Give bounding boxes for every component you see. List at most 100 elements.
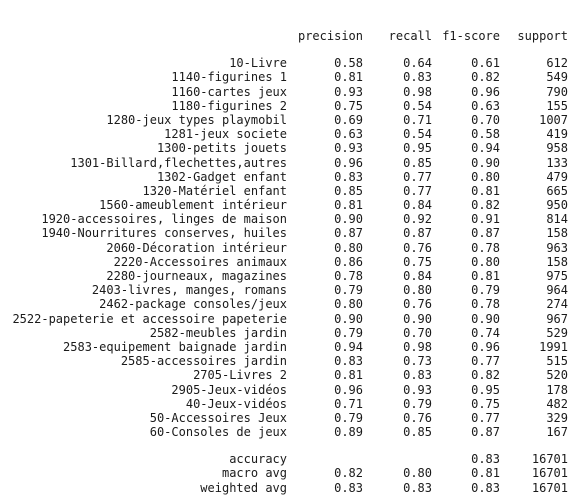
precision-value: 0.79 <box>334 325 363 340</box>
precision-value: 0.83 <box>334 169 363 184</box>
support-value: 665 <box>546 183 568 198</box>
f1-score-value: 0.78 <box>471 297 500 312</box>
f1-score-value: 0.91 <box>471 212 500 227</box>
spacer <box>0 439 587 452</box>
f1-score-value: 0.81 <box>471 269 500 283</box>
support-value: 950 <box>546 198 568 213</box>
class-row: 1920-accessoires, linges de maison 0.90 0.… <box>0 212 587 226</box>
f1-score-value: 0.83 <box>471 480 500 495</box>
recall-value: 0.76 <box>403 240 432 255</box>
class-row: 2705-Livres 2 0.81 0.83 0.82 520 <box>0 368 587 382</box>
recall-value: 0.84 <box>403 269 432 283</box>
recall-value: 0.73 <box>403 354 432 369</box>
f1-score-value: 0.95 <box>471 382 500 397</box>
precision-value: 0.58 <box>334 56 363 71</box>
precision-value: 0.85 <box>334 183 363 198</box>
class-row: 1180-figurines 2 0.75 0.54 0.63 155 <box>0 99 587 113</box>
precision-value: 0.96 <box>334 382 363 397</box>
precision-value: 0.81 <box>334 368 363 383</box>
precision-value: 0.96 <box>334 155 363 170</box>
f1-score-value: 0.82 <box>471 70 500 85</box>
row-label: 1280-jeux types playmobil <box>106 112 287 127</box>
support-value: 16701 <box>531 452 568 467</box>
f1-score-value: 0.80 <box>471 169 500 184</box>
header-precision: precision <box>297 29 363 43</box>
support-value: 549 <box>546 70 568 85</box>
support-value: 612 <box>546 56 568 71</box>
row-label: 1940-Nourritures conserves, huiles <box>41 226 287 241</box>
f1-score-value: 0.61 <box>471 56 500 71</box>
row-label: 2583-equipement baignade jardin <box>63 339 287 354</box>
class-row: 1140-figurines 1 0.81 0.83 0.82 549 <box>0 70 587 84</box>
recall-value: 0.79 <box>403 396 432 411</box>
header-f1-score: f1-score <box>442 29 500 43</box>
recall-value: 0.84 <box>403 198 432 213</box>
support-value: 964 <box>546 283 568 298</box>
row-label: 60-Consoles de jeux <box>149 425 287 440</box>
f1-score-value: 0.82 <box>471 198 500 213</box>
row-label: 1920-accessoires, linges de maison <box>41 212 287 227</box>
support-value: 167 <box>546 425 568 440</box>
f1-score-value: 0.81 <box>471 466 500 481</box>
class-row: 2583-equipement baignade jardin 0.94 0.98 0… <box>0 340 587 354</box>
f1-score-value: 0.78 <box>471 240 500 255</box>
support-value: 482 <box>546 396 568 411</box>
support-value: 16701 <box>531 480 568 495</box>
recall-value: 0.93 <box>403 382 432 397</box>
row-label: 1300-petits jouets <box>156 141 287 156</box>
class-row: 2582-meubles jardin 0.79 0.70 0.74 529 <box>0 326 587 340</box>
recall-value: 0.70 <box>403 325 432 340</box>
class-rows: 10-Livre 0.58 0.64 0.61 612 1140-figurines 1 0… <box>0 56 587 439</box>
f1-score-value: 0.96 <box>471 84 500 99</box>
recall-value: 0.83 <box>403 480 432 495</box>
class-row: 10-Livre 0.58 0.64 0.61 612 <box>0 56 587 70</box>
recall-value: 0.71 <box>403 112 432 127</box>
class-row: 1300-petits jouets 0.93 0.95 0.94 958 <box>0 141 587 155</box>
support-value: 274 <box>546 297 568 312</box>
f1-score-value: 0.87 <box>471 226 500 241</box>
support-value: 419 <box>546 127 568 142</box>
class-row: 2462-package consoles/jeux 0.80 0.76 0.78 27… <box>0 297 587 311</box>
f1-score-value: 0.75 <box>471 396 500 411</box>
class-row: 1320-Matériel enfant 0.85 0.77 0.81 665 <box>0 184 587 198</box>
f1-score-value: 0.83 <box>471 452 500 467</box>
row-label: 2280-journeaux, magazines <box>106 269 287 283</box>
precision-value: 0.94 <box>334 339 363 354</box>
recall-value: 0.80 <box>403 466 432 481</box>
row-label: 2220-Accessoires animaux <box>113 254 287 269</box>
class-row: 1560-ameublement intérieur 0.81 0.84 0.82 95… <box>0 198 587 212</box>
row-label: 1180-figurines 2 <box>171 98 287 113</box>
precision-value: 0.86 <box>334 254 363 269</box>
f1-score-value: 0.81 <box>471 183 500 198</box>
class-row: 1280-jeux types playmobil 0.69 0.71 0.70 100… <box>0 113 587 127</box>
recall-value: 0.85 <box>403 155 432 170</box>
f1-score-value: 0.77 <box>471 354 500 369</box>
recall-value: 0.90 <box>403 311 432 326</box>
row-label: accuracy <box>229 452 287 467</box>
f1-score-value: 0.82 <box>471 368 500 383</box>
class-row: 1940-Nourritures conserves, huiles 0.87 0.… <box>0 226 587 240</box>
recall-value: 0.98 <box>403 84 432 99</box>
recall-value: 0.54 <box>403 98 432 113</box>
recall-value: 0.76 <box>403 410 432 425</box>
recall-value: 0.54 <box>403 127 432 142</box>
support-value: 329 <box>546 410 568 425</box>
precision-value: 0.93 <box>334 84 363 99</box>
header-row: precision recall f1-score support <box>0 29 587 43</box>
recall-value: 0.77 <box>403 183 432 198</box>
recall-value: 0.95 <box>403 141 432 156</box>
precision-value: 0.82 <box>334 466 363 481</box>
class-row: 2403-livres, manges, romans 0.79 0.80 0.79 9… <box>0 283 587 297</box>
row-label: 40-Jeux-vidéos <box>185 396 287 411</box>
f1-score-value: 0.70 <box>471 112 500 127</box>
support-value: 967 <box>546 311 568 326</box>
support-value: 529 <box>546 325 568 340</box>
row-label: weighted avg <box>200 480 287 495</box>
support-value: 814 <box>546 212 568 227</box>
recall-value: 0.85 <box>403 425 432 440</box>
header-recall: recall <box>388 29 432 43</box>
row-label: 2582-meubles jardin <box>149 325 287 340</box>
recall-value: 0.98 <box>403 339 432 354</box>
recall-value: 0.75 <box>403 254 432 269</box>
class-row: 2280-journeaux, magazines 0.78 0.84 0.81 975 <box>0 269 587 283</box>
